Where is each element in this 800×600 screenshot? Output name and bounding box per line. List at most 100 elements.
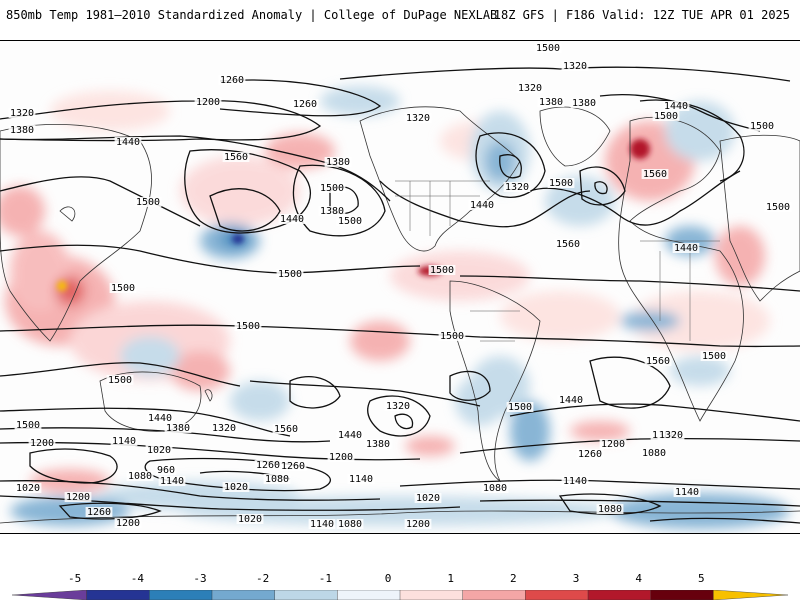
contour-label: 1380 (320, 206, 344, 217)
contour-label: 1320 (518, 83, 542, 94)
contour-label: 1440 (470, 200, 494, 211)
contour-label: 1020 (16, 483, 40, 494)
contour-label: 1500 (508, 402, 532, 413)
contour-label-bg (276, 269, 304, 279)
contour-label: 1140 (563, 476, 587, 487)
contour-label-bg (428, 265, 456, 275)
colorbar-tick-label: 1 (447, 572, 454, 585)
contour-label: 1200 (30, 438, 54, 449)
contour-label: 1500 (702, 351, 726, 362)
contour-label-bg (318, 206, 346, 216)
colorbar-segment (149, 590, 213, 600)
contour-label-bg (644, 356, 672, 366)
anomaly-map[interactable]: 1320 1260 1200 1260 1320 1380 1320 1320 1380 1440… (0, 40, 800, 534)
contour-label-bg (155, 465, 177, 475)
contour-label-bg (506, 402, 534, 412)
contour-label: 1500 (750, 121, 774, 132)
contour-label-bg (146, 413, 174, 423)
colorbar-segment (399, 590, 464, 600)
contour-label-bg (106, 375, 134, 385)
contour-label: 1140 (675, 487, 699, 498)
contour-label-bg (327, 452, 355, 462)
contour-label-bg (278, 214, 306, 224)
contour-label-bg (291, 99, 319, 109)
contour-label-bg (14, 483, 42, 493)
contour-label-bg (308, 519, 336, 529)
contour-label: 1320 (212, 423, 236, 434)
contour-label-bg (576, 449, 604, 459)
contour-label: 1440 (116, 137, 140, 148)
run-info: 18Z GFS | F186 Valid: 12Z TUE APR 01 202… (493, 8, 790, 22)
contour-label: 1560 (646, 356, 670, 367)
contour-label: 1380 (326, 157, 350, 168)
contour-label-bg (764, 202, 792, 212)
contour-label-bg (272, 424, 300, 434)
contour-label-bg (218, 75, 246, 85)
contour-label-bg (516, 83, 544, 93)
header: 850mb Temp 1981–2010 Standardized Anomal… (0, 0, 800, 40)
contour-label: 1140 (310, 519, 334, 530)
contour-label-bg (194, 97, 222, 107)
contour-label: 1080 (598, 504, 622, 515)
contour-label: 1200 (196, 97, 220, 108)
contour-label-bg (672, 243, 700, 253)
contour-label: 1380 (539, 97, 563, 108)
contour-label-bg (554, 239, 582, 249)
contour-label-bg (28, 438, 56, 448)
contour-label: 1500 (536, 43, 560, 54)
contour-label: 1500 (654, 111, 678, 122)
contour-label: 1080 (128, 471, 152, 482)
contour-label: 1260 (256, 460, 280, 471)
contour-label: 1440 (559, 395, 583, 406)
contour-label-bg (145, 445, 173, 455)
contour-label: 1380 (10, 125, 34, 136)
contour-label: 1140 (160, 476, 184, 487)
colorbar-segment (462, 590, 527, 600)
contour-label: 1200 (329, 452, 353, 463)
contour-label-bg (481, 483, 509, 493)
colorbar-tick-label: -2 (256, 572, 270, 585)
contour-label: 1020 (416, 493, 440, 504)
colorbar-segment (525, 590, 589, 600)
contour-label: 1200 (406, 519, 430, 530)
contour-label: 1020 (238, 514, 262, 525)
contour-label-bg (234, 321, 262, 331)
contour-label: 1200 (601, 439, 625, 450)
contour-label: 1320 (10, 108, 34, 119)
contour-label: 1500 (549, 178, 573, 189)
contour-label-bg (599, 439, 627, 449)
contour-label-bg (547, 178, 575, 188)
contour-label-bg (404, 113, 432, 123)
colorbar-segment (587, 590, 652, 600)
contour-label: 1500 (108, 375, 132, 386)
colorbar-tick-label: -5 (68, 572, 82, 585)
colorbar-segment (337, 590, 401, 600)
contour-label: 1320 (406, 113, 430, 124)
colorbar-segment (211, 590, 276, 600)
colorbar-tick-label: 4 (635, 572, 642, 585)
contour-label: 1260 (281, 461, 305, 472)
contour-label: 1500 (430, 265, 454, 276)
contour-label-bg (438, 331, 466, 341)
colorbar-segment (12, 590, 87, 600)
contour-label-bg (748, 121, 776, 131)
colorbar-segment (274, 590, 339, 600)
contour-label-bg (561, 476, 589, 486)
contour-label: 1260 (578, 449, 602, 460)
contour-label-bg (263, 474, 291, 484)
contour-label-bg (114, 518, 142, 528)
contour-label: 1380 (366, 439, 390, 450)
contour-label: 1020 (224, 482, 248, 493)
colorbar (12, 590, 788, 600)
contour-label: 1380 (572, 98, 596, 109)
contour-label: 1440 (280, 214, 304, 225)
contour-label-bg (114, 137, 142, 147)
contour-label: 1500 (16, 420, 40, 431)
contour-label: 1560 (643, 169, 667, 180)
anomaly-shading (0, 86, 790, 529)
contour-label-bg (657, 430, 685, 440)
contour-label-bg (347, 474, 375, 484)
colorbar-legend: -5 -4 -3 -2 -1 0 1 2 3 4 5 (0, 572, 800, 600)
